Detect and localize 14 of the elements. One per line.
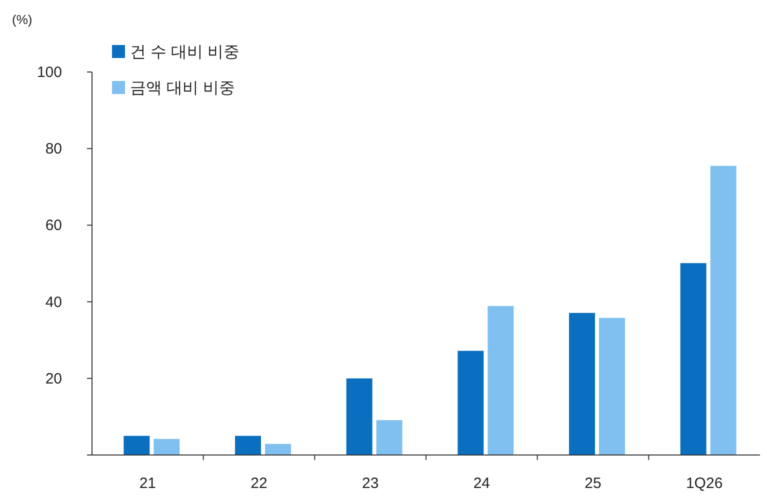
y-axis-title: (%) <box>12 12 32 27</box>
y-tick-label: 60 <box>45 217 62 234</box>
x-tick-label: 22 <box>250 475 268 492</box>
x-tick-label: 1Q26 <box>686 475 723 492</box>
x-tick-label: 21 <box>139 475 156 492</box>
x-tick-label: 23 <box>362 475 379 492</box>
x-tick-label: 25 <box>584 475 602 492</box>
y-tick-label: 80 <box>45 140 62 158</box>
legend-label: 건 수 대비 비중 <box>130 44 240 61</box>
legend-label: 금액 대비 비중 <box>130 80 235 97</box>
y-tick-label: 100 <box>36 64 62 81</box>
y-tick-label: 20 <box>45 370 62 388</box>
x-tick-label: 24 <box>473 475 490 492</box>
y-tick-label: 40 <box>45 294 62 311</box>
